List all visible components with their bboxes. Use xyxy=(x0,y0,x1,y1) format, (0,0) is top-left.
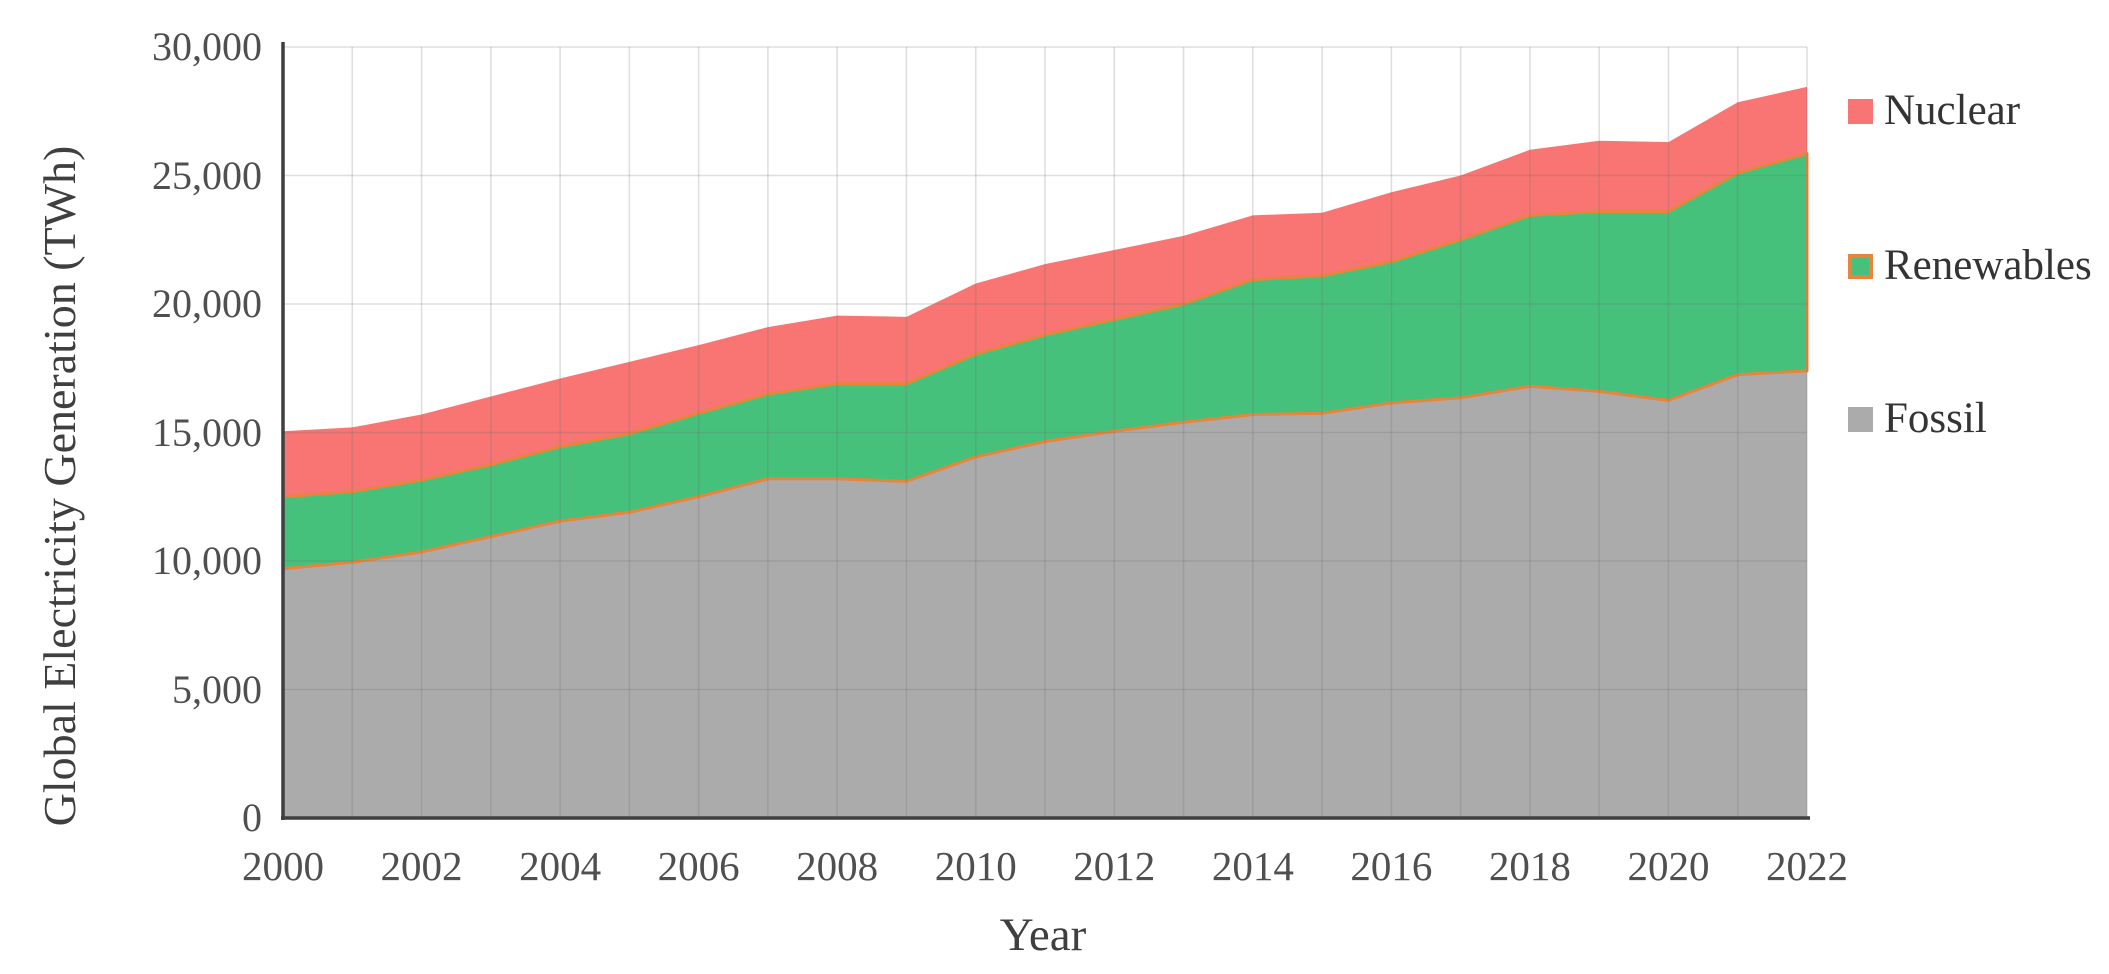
x-tick-label: 2010 xyxy=(934,843,1017,889)
y-tick-label: 30,000 xyxy=(152,24,262,69)
x-tick-label: 2018 xyxy=(1488,843,1571,889)
x-tick-label: 2002 xyxy=(380,843,463,889)
fossil-area xyxy=(283,370,1807,818)
x-tick-label: 2006 xyxy=(657,843,740,889)
x-tick-label: 2022 xyxy=(1766,843,1848,889)
y-tick-label: 0 xyxy=(242,795,262,840)
y-tick-label: 5,000 xyxy=(172,666,262,712)
y-tick-label: 25,000 xyxy=(152,152,262,198)
x-tick-label: 2020 xyxy=(1627,843,1710,889)
x-tick-label: 2014 xyxy=(1211,843,1294,889)
y-tick-label: 15,000 xyxy=(152,409,262,455)
renewables-area xyxy=(281,152,1809,571)
x-tick-label: 2016 xyxy=(1350,843,1433,889)
nuclear-area xyxy=(283,86,1807,497)
y-axis-title: Global Electricity Generation (TWh) xyxy=(34,145,85,827)
x-tick-label: 2008 xyxy=(796,843,879,889)
y-tick-label: 10,000 xyxy=(152,538,262,583)
x-tick-label: 2012 xyxy=(1073,843,1156,889)
x-tick-label: 2004 xyxy=(519,843,602,889)
x-tick-label: 2000 xyxy=(242,843,324,889)
x-axis-title: Year xyxy=(999,909,1087,961)
y-tick-label: 20,000 xyxy=(152,281,262,326)
